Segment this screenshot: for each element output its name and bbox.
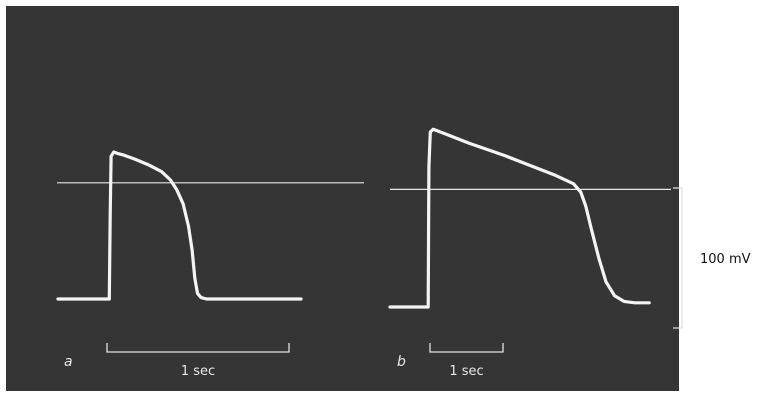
panel-b-trace xyxy=(388,127,651,309)
panel-a: 1 sec a xyxy=(56,150,364,379)
panel-b-time-scale-label: 1 sec xyxy=(449,364,483,379)
panel-b-letter: b xyxy=(397,354,406,370)
voltage-scale-label: 100 mV xyxy=(700,252,751,267)
panel-a-time-scale-bar xyxy=(106,343,290,353)
panel-a-trace xyxy=(56,150,303,301)
panel-a-time-scale-label: 1 sec xyxy=(181,364,215,379)
panel-b-time-scale-bar xyxy=(429,343,504,353)
voltage-scale-bar xyxy=(673,187,683,329)
photo-background xyxy=(6,6,679,391)
panel-a-letter: a xyxy=(64,354,73,370)
panel-b: 1 sec b xyxy=(388,127,671,379)
